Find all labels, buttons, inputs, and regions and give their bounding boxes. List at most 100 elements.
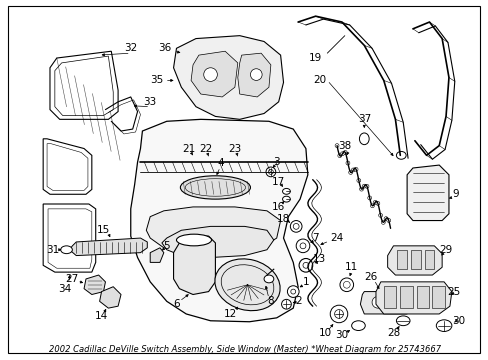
Text: 8: 8 — [267, 296, 274, 306]
Ellipse shape — [381, 220, 385, 224]
Ellipse shape — [282, 188, 290, 194]
Text: 4: 4 — [217, 158, 223, 168]
Text: 33: 33 — [143, 97, 157, 107]
Polygon shape — [397, 250, 407, 269]
Ellipse shape — [264, 275, 273, 283]
Ellipse shape — [362, 184, 366, 188]
Text: 27: 27 — [65, 274, 79, 284]
Text: 31: 31 — [46, 245, 60, 255]
Polygon shape — [400, 286, 412, 308]
Polygon shape — [237, 53, 270, 97]
Text: 22: 22 — [199, 144, 212, 153]
Text: 32: 32 — [124, 43, 137, 53]
Ellipse shape — [290, 221, 302, 232]
Ellipse shape — [339, 278, 353, 292]
Polygon shape — [431, 286, 444, 308]
Ellipse shape — [268, 170, 273, 174]
Polygon shape — [387, 246, 441, 275]
Text: 11: 11 — [345, 262, 358, 272]
Text: 10: 10 — [318, 328, 331, 338]
Text: 18: 18 — [276, 213, 289, 224]
Ellipse shape — [356, 179, 360, 183]
Text: 28: 28 — [386, 328, 399, 338]
Polygon shape — [360, 292, 408, 314]
Polygon shape — [130, 120, 307, 322]
Ellipse shape — [435, 320, 451, 332]
Ellipse shape — [383, 217, 387, 221]
Text: 34: 34 — [58, 284, 71, 294]
Text: 16: 16 — [271, 202, 285, 212]
Ellipse shape — [176, 234, 211, 246]
Ellipse shape — [370, 204, 374, 208]
Polygon shape — [410, 250, 420, 269]
Text: 15: 15 — [97, 225, 110, 235]
Ellipse shape — [364, 184, 368, 188]
Ellipse shape — [293, 224, 299, 229]
Text: 14: 14 — [95, 311, 108, 321]
Ellipse shape — [180, 176, 250, 199]
Ellipse shape — [61, 246, 72, 254]
Text: 2002 Cadillac DeVille Switch Assembly, Side Window (Master) *Wheat Diagram for 2: 2002 Cadillac DeVille Switch Assembly, S… — [48, 346, 440, 355]
Polygon shape — [69, 238, 147, 256]
Text: 17: 17 — [271, 177, 285, 186]
Polygon shape — [424, 250, 433, 269]
Ellipse shape — [371, 296, 383, 308]
Ellipse shape — [296, 239, 309, 253]
Text: 24: 24 — [330, 233, 343, 243]
Text: 20: 20 — [312, 75, 325, 85]
Text: 23: 23 — [228, 144, 241, 153]
Ellipse shape — [343, 282, 349, 288]
Text: 2: 2 — [294, 296, 301, 306]
Ellipse shape — [348, 171, 352, 174]
Text: 37: 37 — [357, 114, 370, 124]
Polygon shape — [84, 275, 105, 294]
Ellipse shape — [375, 201, 379, 205]
Ellipse shape — [378, 213, 382, 217]
Polygon shape — [162, 226, 273, 257]
Ellipse shape — [329, 305, 347, 323]
Ellipse shape — [396, 152, 406, 159]
Ellipse shape — [343, 150, 346, 154]
Text: 9: 9 — [451, 189, 458, 199]
Text: 6: 6 — [173, 299, 180, 309]
Ellipse shape — [340, 152, 344, 156]
Ellipse shape — [346, 161, 349, 165]
Ellipse shape — [282, 196, 290, 202]
Ellipse shape — [300, 243, 305, 249]
Text: 25: 25 — [447, 287, 460, 297]
Ellipse shape — [203, 68, 217, 81]
Ellipse shape — [351, 168, 355, 172]
Text: 29: 29 — [439, 245, 452, 255]
Polygon shape — [375, 282, 451, 314]
Ellipse shape — [250, 69, 262, 80]
Text: 30: 30 — [335, 330, 348, 340]
Text: 30: 30 — [451, 316, 464, 326]
Text: 3: 3 — [273, 157, 280, 167]
Ellipse shape — [359, 187, 363, 191]
Ellipse shape — [287, 286, 299, 297]
Ellipse shape — [353, 167, 357, 171]
Ellipse shape — [359, 133, 368, 145]
Text: 26: 26 — [364, 272, 377, 282]
Ellipse shape — [281, 300, 291, 309]
Polygon shape — [150, 248, 163, 262]
Ellipse shape — [367, 196, 371, 200]
Ellipse shape — [334, 144, 338, 148]
Polygon shape — [416, 286, 428, 308]
Text: 36: 36 — [158, 43, 171, 53]
Ellipse shape — [337, 154, 341, 158]
Text: 35: 35 — [150, 75, 163, 85]
Ellipse shape — [265, 167, 275, 177]
Ellipse shape — [386, 219, 390, 222]
Text: 5: 5 — [163, 241, 170, 251]
Text: 13: 13 — [312, 255, 325, 265]
Polygon shape — [407, 165, 448, 221]
Text: 7: 7 — [312, 233, 318, 243]
Ellipse shape — [290, 289, 295, 294]
Polygon shape — [146, 207, 280, 253]
Text: 12: 12 — [223, 309, 236, 319]
Text: 38: 38 — [338, 141, 351, 150]
Ellipse shape — [351, 321, 365, 330]
Polygon shape — [383, 286, 396, 308]
Text: 1: 1 — [302, 277, 308, 287]
